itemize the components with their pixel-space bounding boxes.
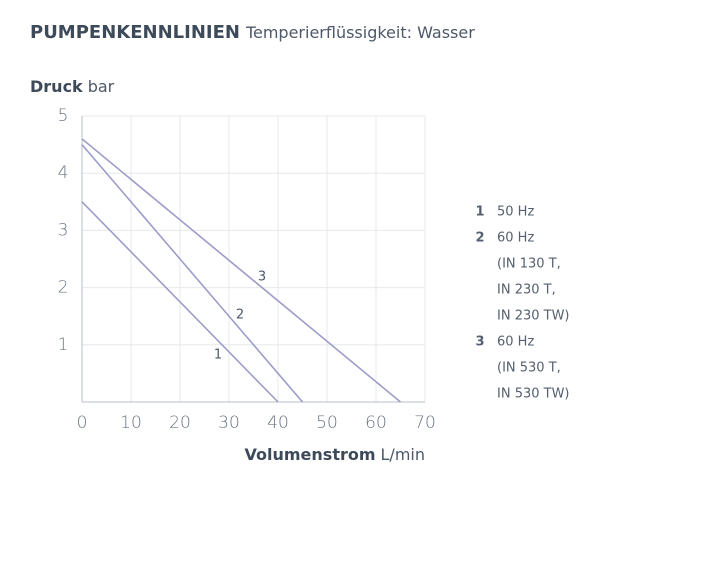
x-tick-label: 30 [218,413,240,433]
chart-heading: PUMPENKENNLINIEN Temperierflüssigkeit: Wa… [30,22,475,43]
legend-key: 2 [475,231,484,246]
x-unit: L/min [381,445,425,464]
series-line [81,144,304,403]
x-tick-label: 0 [77,413,88,433]
y-unit: bar [88,77,115,96]
legend-text: (IN 530 T, [497,361,561,376]
x-tick-label: 10 [120,413,142,433]
y-tick-label: 3 [58,220,69,240]
y-tick-label: 2 [58,278,69,298]
x-tick-label: 50 [316,413,338,433]
x-label: Volumenstrom [245,445,376,464]
legend-key: 1 [475,205,484,220]
x-axis-title: Volumenstrom L/min [245,445,426,464]
x-tick-label: 20 [169,413,191,433]
legend-text: IN 530 TW) [497,387,570,402]
legend-text: (IN 130 T, [497,257,561,272]
legend-text: 60 Hz [497,231,534,246]
y-tick-label: 5 [58,106,69,126]
y-axis-title: Druck bar [30,77,115,96]
y-label: Druck [30,77,83,96]
line-label: 2 [236,308,244,323]
chart-title: PUMPENKENNLINIEN [30,22,240,43]
series-line [81,201,279,403]
y-tick-label: 1 [58,335,69,355]
line-label: 3 [258,270,266,285]
line-label: 1 [214,348,222,363]
y-tick-label: 4 [58,163,69,183]
series-line [81,138,402,403]
x-tick-label: 60 [365,413,387,433]
chart-subtitle: Temperierflüssigkeit: Wasser [245,23,475,42]
legend-text: 50 Hz [497,205,534,220]
x-tick-label: 70 [414,413,436,433]
legend-text: IN 230 TW) [497,309,570,324]
legend-text: 60 Hz [497,335,534,350]
legend-key: 3 [475,335,484,350]
legend-text: IN 230 T, [497,283,556,298]
x-tick-label: 40 [267,413,289,433]
